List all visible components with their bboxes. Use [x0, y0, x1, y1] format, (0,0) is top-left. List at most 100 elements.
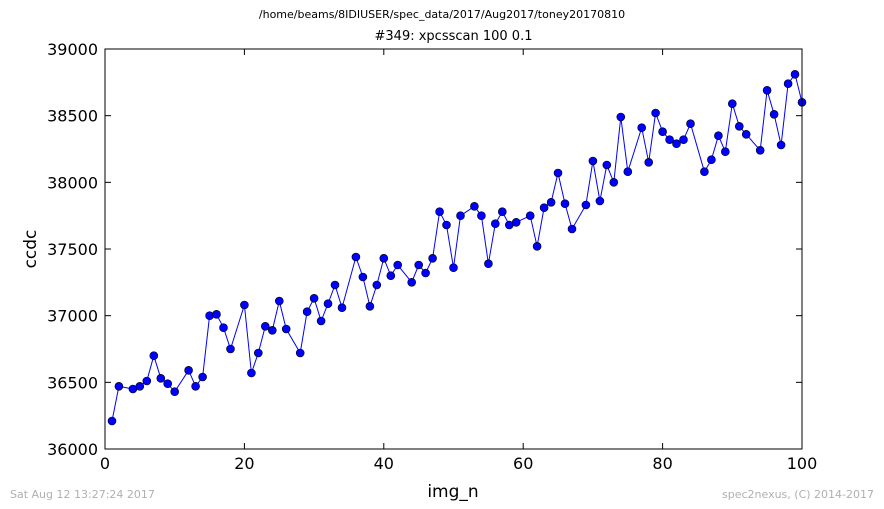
data-point — [644, 158, 654, 167]
data-point — [700, 167, 709, 176]
data-point — [741, 130, 751, 139]
data-point — [602, 160, 612, 170]
data-point — [365, 301, 375, 311]
data-point — [686, 119, 695, 128]
y-tick-label: 36500 — [47, 373, 98, 392]
data-point — [490, 219, 500, 228]
data-point — [658, 127, 667, 136]
data-point — [672, 139, 681, 148]
x-tick-label: 20 — [234, 454, 254, 473]
y-tick-label: 36000 — [47, 440, 98, 459]
data-point — [456, 211, 465, 220]
data-point — [546, 198, 556, 207]
x-tick-label: 80 — [652, 454, 672, 473]
data-point — [477, 211, 486, 220]
data-point — [407, 277, 417, 287]
y-tick-label: 37000 — [47, 307, 98, 326]
data-point — [470, 202, 479, 211]
data-point — [442, 220, 451, 230]
data-point — [295, 348, 305, 358]
data-point — [107, 416, 117, 426]
data-point — [219, 323, 228, 333]
y-tick-label: 38500 — [47, 107, 98, 126]
data-point — [393, 260, 403, 270]
data-point — [358, 272, 368, 282]
data-point — [762, 86, 772, 95]
data-point — [316, 316, 326, 326]
x-tick-label: 100 — [787, 454, 818, 473]
chart-title: #349: xpcsscan 100 0.1 — [374, 29, 533, 44]
data-point — [755, 146, 765, 155]
data-point — [511, 218, 521, 227]
data-point — [198, 372, 207, 382]
data-point — [302, 307, 312, 317]
data-point — [142, 376, 152, 386]
data-point — [623, 167, 633, 176]
data-point — [727, 99, 737, 108]
data-point — [497, 207, 507, 216]
data-point — [616, 112, 626, 122]
data-point — [260, 321, 270, 331]
data-point — [379, 253, 389, 263]
data-point — [776, 140, 786, 150]
timestamp-text: Sat Aug 12 13:27:24 2017 — [10, 488, 155, 501]
data-point — [665, 135, 674, 144]
data-point — [588, 156, 598, 166]
ticks-layer: 0 20 40 60 80 100 36000 36500 37000 37500 38000 385… — [47, 40, 817, 473]
data-point — [581, 200, 591, 210]
x-tick-label: 0 — [100, 454, 110, 473]
data-point — [553, 168, 563, 178]
x-tick-label: 60 — [513, 454, 533, 473]
x-tick-label: 40 — [374, 454, 394, 473]
data-point — [769, 110, 779, 119]
data-point — [609, 178, 619, 187]
data-point — [532, 242, 542, 251]
data-point — [351, 252, 361, 262]
data-point — [323, 299, 333, 309]
data-point — [567, 224, 577, 234]
data-point — [149, 351, 159, 361]
data-point — [720, 147, 730, 156]
data-point — [525, 211, 535, 220]
data-point — [163, 379, 172, 389]
series-layer — [107, 70, 807, 426]
data-point — [421, 268, 430, 278]
data-point — [637, 123, 647, 132]
data-point — [337, 303, 347, 313]
y-axis-label: ccdc — [21, 230, 41, 269]
data-point — [170, 387, 179, 397]
data-point — [707, 155, 716, 164]
y-tick-label: 38000 — [47, 173, 98, 192]
data-point — [156, 373, 166, 383]
data-point — [240, 300, 249, 310]
data-point — [114, 381, 124, 391]
data-point — [267, 325, 277, 335]
plot-frame — [104, 48, 803, 450]
data-point — [274, 296, 284, 306]
data-point — [372, 280, 382, 290]
y-tick-label: 39000 — [47, 40, 98, 59]
figure-suptitle: /home/beams/8IDIUSER/spec_data/2017/Aug2… — [258, 8, 626, 21]
data-point — [539, 203, 549, 212]
data-point — [212, 309, 221, 319]
data-point — [205, 311, 214, 321]
data-point — [414, 260, 424, 270]
data-point — [449, 263, 458, 273]
data-point — [428, 253, 437, 263]
data-point — [191, 381, 200, 391]
data-point — [309, 293, 319, 303]
data-point — [783, 79, 793, 88]
data-point — [247, 368, 256, 378]
credit-text: spec2nexus, (C) 2014-2017 — [722, 488, 874, 501]
data-point — [281, 324, 291, 334]
data-point — [560, 199, 570, 208]
data-point — [595, 196, 605, 206]
x-axis-label: img_n — [427, 482, 478, 502]
data-point — [734, 122, 744, 131]
y-tick-label: 37500 — [47, 240, 98, 259]
data-point — [679, 135, 688, 144]
data-point — [253, 348, 263, 358]
data-point — [714, 131, 723, 140]
data-point — [435, 207, 444, 216]
